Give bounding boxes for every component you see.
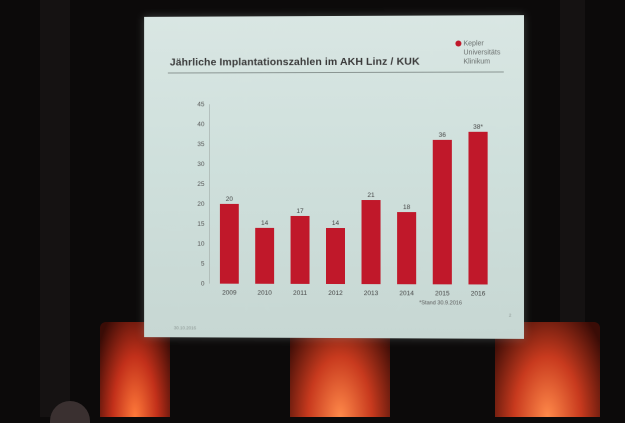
data-label-2011: 17 <box>296 208 304 215</box>
x-axis: 2009 2010 2011 2012 2013 2014 2015 2016 <box>222 290 486 298</box>
data-label-2012: 14 <box>332 220 340 227</box>
y-tick-label: 0 <box>201 281 205 288</box>
y-tick-label: 45 <box>197 101 205 108</box>
left-pillar <box>40 0 70 417</box>
y-tick-label: 15 <box>197 221 205 228</box>
bar-2012 <box>326 228 345 284</box>
data-label-2014: 18 <box>403 204 411 211</box>
x-tick-label: 2015 <box>435 290 450 297</box>
data-label-2016: 38* <box>473 124 483 131</box>
x-tick-label: 2016 <box>471 290 486 297</box>
x-tick-label: 2014 <box>399 290 414 297</box>
y-tick-label: 40 <box>197 121 205 128</box>
data-label-2013: 21 <box>367 192 375 199</box>
slide-page-number: 2 <box>509 313 512 318</box>
projected-slide: Jährliche Implantationszahlen im AKH Lin… <box>144 15 524 339</box>
x-tick-label: 2011 <box>293 290 307 297</box>
data-label-2015: 36 <box>439 132 447 139</box>
bar-2015 <box>433 140 452 284</box>
x-tick-label: 2010 <box>257 290 272 297</box>
y-tick-label: 5 <box>201 261 205 268</box>
x-tick-label: 2013 <box>364 290 379 297</box>
bar-2010 <box>255 228 274 284</box>
bar-series: 20 14 17 14 21 18 36 38* <box>220 124 488 285</box>
bar-2014 <box>397 212 416 284</box>
x-tick-label: 2012 <box>328 290 343 297</box>
data-label-2009: 20 <box>226 196 234 203</box>
y-tick-label: 30 <box>197 161 205 168</box>
bar-2016 <box>468 132 487 285</box>
bar-2013 <box>362 200 381 284</box>
x-tick-label: 2009 <box>222 290 237 297</box>
bar-2011 <box>291 216 310 284</box>
y-tick-label: 25 <box>197 181 205 188</box>
footnote: *Stand 30.9.2016 <box>419 300 462 306</box>
y-tick-label: 20 <box>197 201 205 208</box>
bar-2009 <box>220 204 239 284</box>
data-label-2010: 14 <box>261 220 269 227</box>
y-axis: 0 5 10 15 20 25 30 35 40 45 <box>197 101 209 287</box>
y-tick-label: 35 <box>197 141 205 148</box>
y-tick-label: 10 <box>197 241 205 248</box>
slide-date: 30.10.2016 <box>174 325 196 330</box>
